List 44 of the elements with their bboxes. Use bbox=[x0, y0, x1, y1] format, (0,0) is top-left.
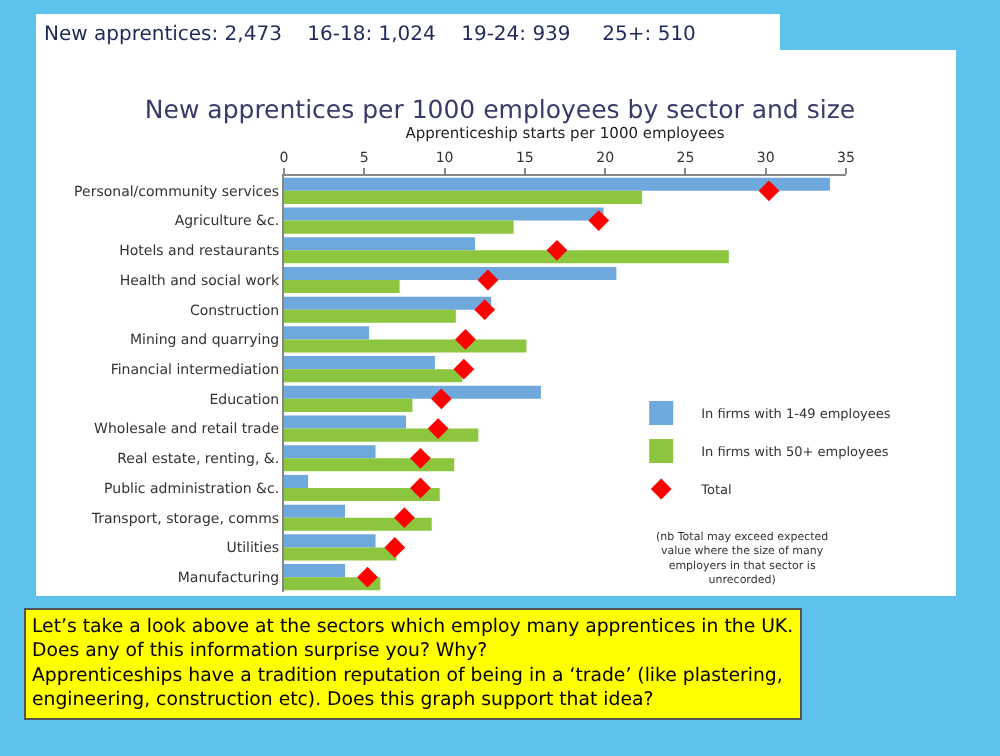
point bbox=[758, 180, 780, 202]
point bbox=[546, 239, 568, 261]
point bbox=[430, 388, 452, 410]
bar bbox=[284, 369, 463, 383]
text: Let’s take a look above at the sectors which employ many apprentices in the UK. Does any of this information surprise you? Why? Apprenticeships have a tradition reputation of being in a ‘trade’ (like plastering, engineering, construction etc). Does this graph support that idea? bbox=[32, 616, 794, 712]
bar bbox=[284, 339, 527, 353]
bar bbox=[284, 356, 435, 370]
bar bbox=[284, 504, 346, 518]
point bbox=[410, 447, 431, 469]
point bbox=[384, 537, 406, 558]
bar bbox=[284, 428, 479, 442]
bar bbox=[284, 220, 514, 234]
point bbox=[410, 477, 431, 499]
bar bbox=[284, 326, 370, 340]
bar bbox=[284, 415, 407, 429]
bar bbox=[284, 564, 346, 578]
bar bbox=[284, 488, 440, 502]
bar bbox=[284, 517, 432, 531]
bar bbox=[284, 207, 604, 221]
bar bbox=[284, 398, 413, 412]
bar bbox=[284, 237, 476, 251]
point bbox=[588, 210, 610, 231]
point bbox=[357, 566, 378, 588]
point bbox=[477, 269, 499, 291]
bar bbox=[284, 280, 400, 294]
bar bbox=[284, 445, 376, 459]
point bbox=[427, 418, 449, 439]
bar bbox=[284, 177, 830, 191]
point bbox=[455, 329, 476, 350]
point bbox=[394, 507, 415, 529]
point bbox=[474, 299, 496, 321]
bar bbox=[284, 547, 397, 561]
bar bbox=[284, 190, 643, 204]
bar bbox=[284, 250, 729, 264]
text: New apprentices: 2,473 16-18: 1,024 19-24: 939 25+: 510 bbox=[44, 24, 696, 46]
bar bbox=[284, 474, 309, 488]
bar bbox=[284, 296, 492, 310]
bar bbox=[284, 309, 456, 323]
bar bbox=[284, 266, 617, 280]
bar bbox=[284, 458, 455, 472]
point bbox=[453, 358, 475, 380]
bar bbox=[284, 385, 541, 399]
bar bbox=[284, 534, 376, 548]
chart-title: New apprentices per 1000 employees by sector and size bbox=[144, 93, 856, 124]
